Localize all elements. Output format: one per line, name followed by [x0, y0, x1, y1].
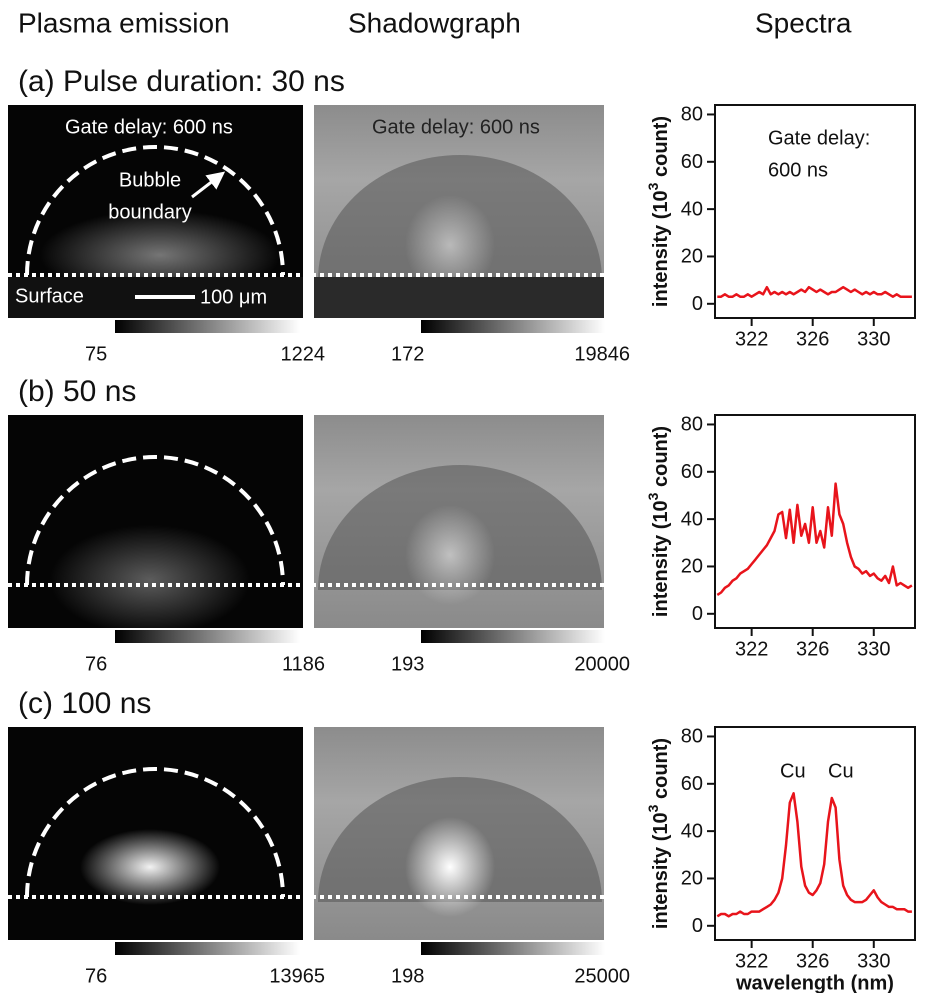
panel-label: (a) Pulse duration: 30 ns	[18, 65, 345, 98]
column-header: Spectra	[755, 7, 852, 38]
shadow-core	[405, 505, 495, 605]
y-tick-label: 40	[681, 508, 703, 530]
x-tick-label: 330	[857, 328, 890, 350]
plot-frame	[714, 104, 916, 319]
plot-frame	[714, 726, 916, 941]
colorbar	[421, 942, 605, 955]
shadow-core	[405, 195, 495, 295]
plasma-glow	[50, 525, 250, 635]
x-tick-label: 330	[857, 638, 890, 660]
x-tick-label: 322	[735, 328, 768, 350]
gate-delay: Gate delay: 600 ns	[65, 116, 233, 138]
y-axis-label-part: 3	[645, 804, 661, 812]
shadow-gap	[303, 414, 314, 629]
chart-annotation: 600 ns	[768, 159, 828, 181]
colorbar	[115, 630, 300, 643]
colorbar-max: 20000	[574, 653, 630, 675]
shadow-gap	[303, 726, 314, 941]
y-tick-label: 60	[681, 773, 703, 795]
colorbar-max: 1186	[282, 653, 325, 675]
colorbar-min: 172	[391, 343, 424, 365]
y-axis-label-part: count)	[650, 426, 672, 493]
colorbar-min: 75	[85, 343, 107, 365]
chart-annotation: Cu	[828, 760, 854, 782]
column-header: Shadowgraph	[348, 7, 521, 38]
y-axis-label-part: intensity (10	[650, 190, 672, 307]
surface-region	[314, 277, 604, 318]
y-tick-label: 40	[681, 820, 703, 842]
spectrum-line	[717, 285, 912, 298]
y-axis-label-part: count)	[650, 116, 672, 183]
y-tick-label: 20	[681, 868, 703, 890]
y-tick-label: 0	[692, 603, 703, 625]
colorbar-min: 76	[85, 653, 107, 675]
x-tick-label: 326	[796, 950, 829, 972]
y-axis-label-part: 3	[645, 182, 661, 190]
y-axis-label-part: count)	[650, 738, 672, 805]
y-tick-label: 80	[681, 104, 703, 126]
plasma-glow	[80, 829, 220, 905]
colorbar-min: 76	[85, 965, 107, 987]
bubble-label: boundary	[108, 201, 191, 223]
y-tick-label: 60	[681, 461, 703, 483]
bubble-boundary	[25, 145, 285, 276]
y-axis-label: intensity (103 count)	[645, 738, 673, 929]
y-tick-label: 0	[692, 915, 703, 937]
x-tick-label: 322	[735, 950, 768, 972]
column-header: Plasma emission	[18, 7, 230, 38]
x-tick-label: 326	[796, 328, 829, 350]
chart-annotation: Gate delay:	[768, 127, 870, 149]
colorbar-max: 1224	[281, 343, 326, 365]
y-tick-label: 80	[681, 726, 703, 748]
y-axis-label: intensity (103 count)	[645, 426, 673, 617]
colorbar-min: 198	[391, 965, 424, 987]
colorbar	[115, 942, 300, 955]
y-tick-label: 80	[681, 414, 703, 436]
colorbar	[115, 320, 300, 333]
y-tick-label: 40	[681, 198, 703, 220]
colorbar	[421, 630, 605, 643]
chart-annotation: Cu	[780, 760, 806, 782]
colorbar-max: 19846	[574, 343, 630, 365]
shadow-core	[405, 817, 495, 917]
bubble-boundary	[25, 767, 285, 898]
y-tick-label: 60	[681, 151, 703, 173]
plot-frame	[714, 414, 916, 629]
scale-label: 100 μm	[200, 286, 267, 308]
colorbar	[421, 320, 605, 333]
x-tick-label: 326	[796, 638, 829, 660]
colorbar-min: 193	[391, 653, 424, 675]
panel-label: (c) 100 ns	[18, 687, 151, 720]
gate-delay: Gate delay: 600 ns	[372, 116, 540, 138]
arrow	[191, 171, 226, 199]
y-tick-label: 20	[681, 556, 703, 578]
colorbar-max: 25000	[574, 965, 630, 987]
x-tick-label: 330	[857, 950, 890, 972]
x-tick-label: 322	[735, 638, 768, 660]
colorbar-max: 13965	[269, 965, 325, 987]
x-axis-label: wavelength (nm)	[735, 972, 894, 993]
bubble-label: Bubble	[119, 169, 181, 191]
y-axis-label-part: intensity (10	[650, 812, 672, 929]
spectrum-line	[716, 792, 912, 918]
shadow-gap	[303, 104, 314, 319]
y-tick-label: 20	[681, 246, 703, 268]
y-axis-label-part: intensity (10	[650, 500, 672, 617]
y-tick-label: 0	[692, 293, 703, 315]
panel-label: (b) 50 ns	[18, 375, 136, 408]
surface-label: Surface	[15, 285, 84, 307]
y-axis-label-part: 3	[645, 492, 661, 500]
y-axis-label: intensity (103 count)	[645, 116, 673, 307]
bubble-boundary	[25, 455, 285, 586]
spectrum-line	[716, 482, 913, 596]
